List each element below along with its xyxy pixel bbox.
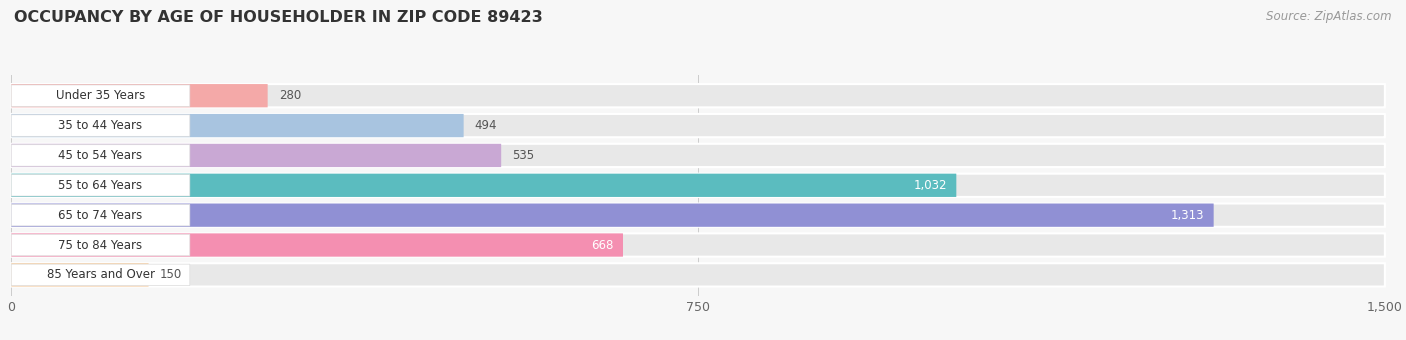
FancyBboxPatch shape <box>11 174 956 197</box>
FancyBboxPatch shape <box>11 144 1385 167</box>
FancyBboxPatch shape <box>11 174 190 196</box>
Text: 280: 280 <box>278 89 301 102</box>
Text: 85 Years and Over: 85 Years and Over <box>46 268 155 282</box>
Text: 75 to 84 Years: 75 to 84 Years <box>59 239 142 252</box>
FancyBboxPatch shape <box>11 204 190 226</box>
FancyBboxPatch shape <box>11 85 190 106</box>
FancyBboxPatch shape <box>11 263 1385 287</box>
FancyBboxPatch shape <box>11 204 1213 227</box>
Text: 494: 494 <box>475 119 498 132</box>
Text: 55 to 64 Years: 55 to 64 Years <box>59 179 142 192</box>
Text: Under 35 Years: Under 35 Years <box>56 89 145 102</box>
FancyBboxPatch shape <box>11 114 464 137</box>
FancyBboxPatch shape <box>11 84 1385 107</box>
Text: 535: 535 <box>512 149 534 162</box>
FancyBboxPatch shape <box>11 263 149 287</box>
Text: 1,313: 1,313 <box>1171 209 1205 222</box>
FancyBboxPatch shape <box>11 174 1385 197</box>
FancyBboxPatch shape <box>11 264 190 286</box>
FancyBboxPatch shape <box>11 233 1385 257</box>
FancyBboxPatch shape <box>11 145 190 166</box>
Text: 45 to 54 Years: 45 to 54 Years <box>59 149 142 162</box>
FancyBboxPatch shape <box>11 233 623 257</box>
Text: Source: ZipAtlas.com: Source: ZipAtlas.com <box>1267 10 1392 23</box>
Text: OCCUPANCY BY AGE OF HOUSEHOLDER IN ZIP CODE 89423: OCCUPANCY BY AGE OF HOUSEHOLDER IN ZIP C… <box>14 10 543 25</box>
Text: 35 to 44 Years: 35 to 44 Years <box>59 119 142 132</box>
Text: 1,032: 1,032 <box>914 179 948 192</box>
Text: 150: 150 <box>160 268 181 282</box>
FancyBboxPatch shape <box>11 234 190 256</box>
FancyBboxPatch shape <box>11 84 267 107</box>
Text: 668: 668 <box>592 239 614 252</box>
FancyBboxPatch shape <box>11 144 501 167</box>
Text: 65 to 74 Years: 65 to 74 Years <box>59 209 142 222</box>
FancyBboxPatch shape <box>11 114 1385 137</box>
FancyBboxPatch shape <box>11 115 190 136</box>
FancyBboxPatch shape <box>11 204 1385 227</box>
